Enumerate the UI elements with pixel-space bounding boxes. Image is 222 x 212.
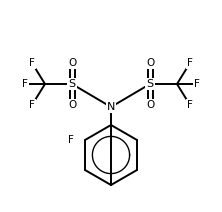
Text: O: O: [146, 58, 154, 68]
Text: F: F: [194, 79, 200, 89]
Text: F: F: [29, 100, 35, 110]
Text: S: S: [147, 79, 154, 89]
Text: O: O: [68, 100, 76, 110]
Text: O: O: [68, 58, 76, 68]
Text: O: O: [146, 100, 154, 110]
Text: N: N: [107, 102, 115, 112]
Text: F: F: [187, 100, 193, 110]
Text: F: F: [22, 79, 28, 89]
Text: F: F: [187, 58, 193, 68]
Text: F: F: [29, 58, 35, 68]
Text: S: S: [68, 79, 75, 89]
Text: F: F: [68, 135, 74, 145]
